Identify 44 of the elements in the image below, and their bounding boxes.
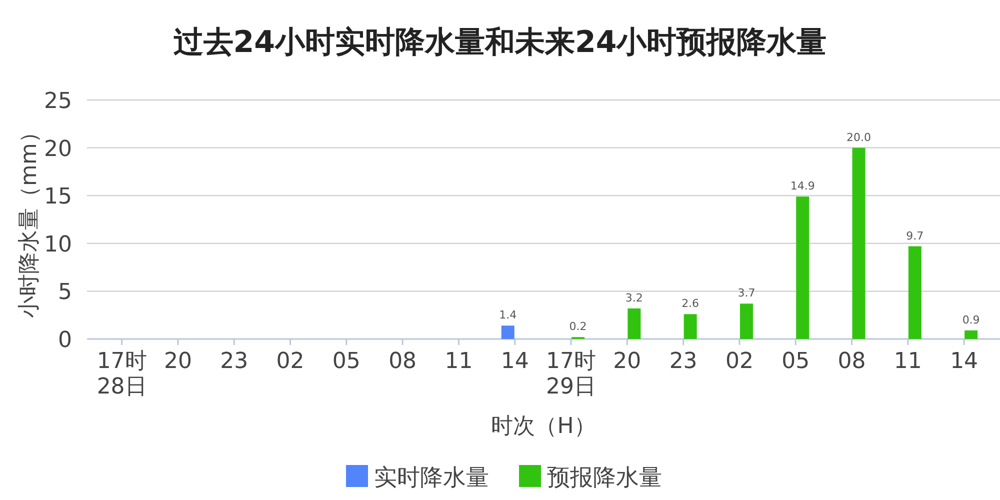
x-tick-label: 17时 29日 bbox=[546, 349, 596, 400]
y-tick-label: 0 bbox=[58, 328, 72, 353]
x-tick-label: 11 bbox=[444, 349, 473, 374]
x-tick-label: 08 bbox=[388, 349, 417, 374]
y-tick-label: 25 bbox=[44, 89, 72, 114]
y-tick-label: 15 bbox=[44, 184, 72, 210]
x-tick-label: 05 bbox=[782, 349, 810, 374]
bar bbox=[740, 304, 753, 339]
x-tick-label: 17时 28日 bbox=[96, 349, 147, 400]
data-label: 0.9 bbox=[962, 313, 980, 326]
bar bbox=[501, 326, 514, 339]
y-tick-label: 20 bbox=[44, 136, 72, 162]
x-tick-label: 02 bbox=[276, 349, 304, 374]
data-label: 0.2 bbox=[569, 320, 587, 334]
x-tick-label: 08 bbox=[838, 349, 866, 374]
bar bbox=[628, 308, 641, 339]
data-label: 9.7 bbox=[906, 229, 924, 242]
x-tick-label: 20 bbox=[164, 349, 192, 374]
legend-label: 实时降水量 bbox=[374, 465, 489, 491]
data-label: 3.7 bbox=[738, 286, 756, 300]
x-tick-label: 11 bbox=[894, 349, 922, 374]
bar bbox=[684, 314, 697, 339]
bar bbox=[964, 330, 978, 339]
data-label: 2.6 bbox=[682, 297, 700, 310]
x-tick-label: 14 bbox=[950, 349, 978, 374]
bar bbox=[796, 196, 810, 339]
x-tick-label: 20 bbox=[613, 349, 642, 374]
x-tick-label: 02 bbox=[725, 349, 754, 374]
legend-label: 预报降水量 bbox=[547, 465, 662, 491]
x-tick-label: 23 bbox=[220, 349, 248, 374]
x-tick-label: 14 bbox=[500, 349, 529, 374]
x-axis-title: 时次（H） bbox=[491, 414, 596, 439]
x-tick-label: 05 bbox=[332, 349, 360, 374]
chart-title: 过去24小时实时降水量和未来24小时预报降水量 bbox=[173, 25, 827, 60]
y-axis-title: 小时降水量（mm） bbox=[17, 121, 42, 318]
data-label: 14.9 bbox=[790, 180, 815, 193]
bar bbox=[908, 246, 922, 339]
x-tick-label: 23 bbox=[669, 349, 698, 374]
data-label: 20.0 bbox=[846, 130, 872, 144]
y-tick-label: 5 bbox=[58, 280, 72, 306]
data-label: 3.2 bbox=[625, 291, 643, 304]
data-label: 1.4 bbox=[499, 308, 517, 322]
bar bbox=[852, 148, 866, 339]
y-tick-label: 10 bbox=[44, 232, 72, 258]
